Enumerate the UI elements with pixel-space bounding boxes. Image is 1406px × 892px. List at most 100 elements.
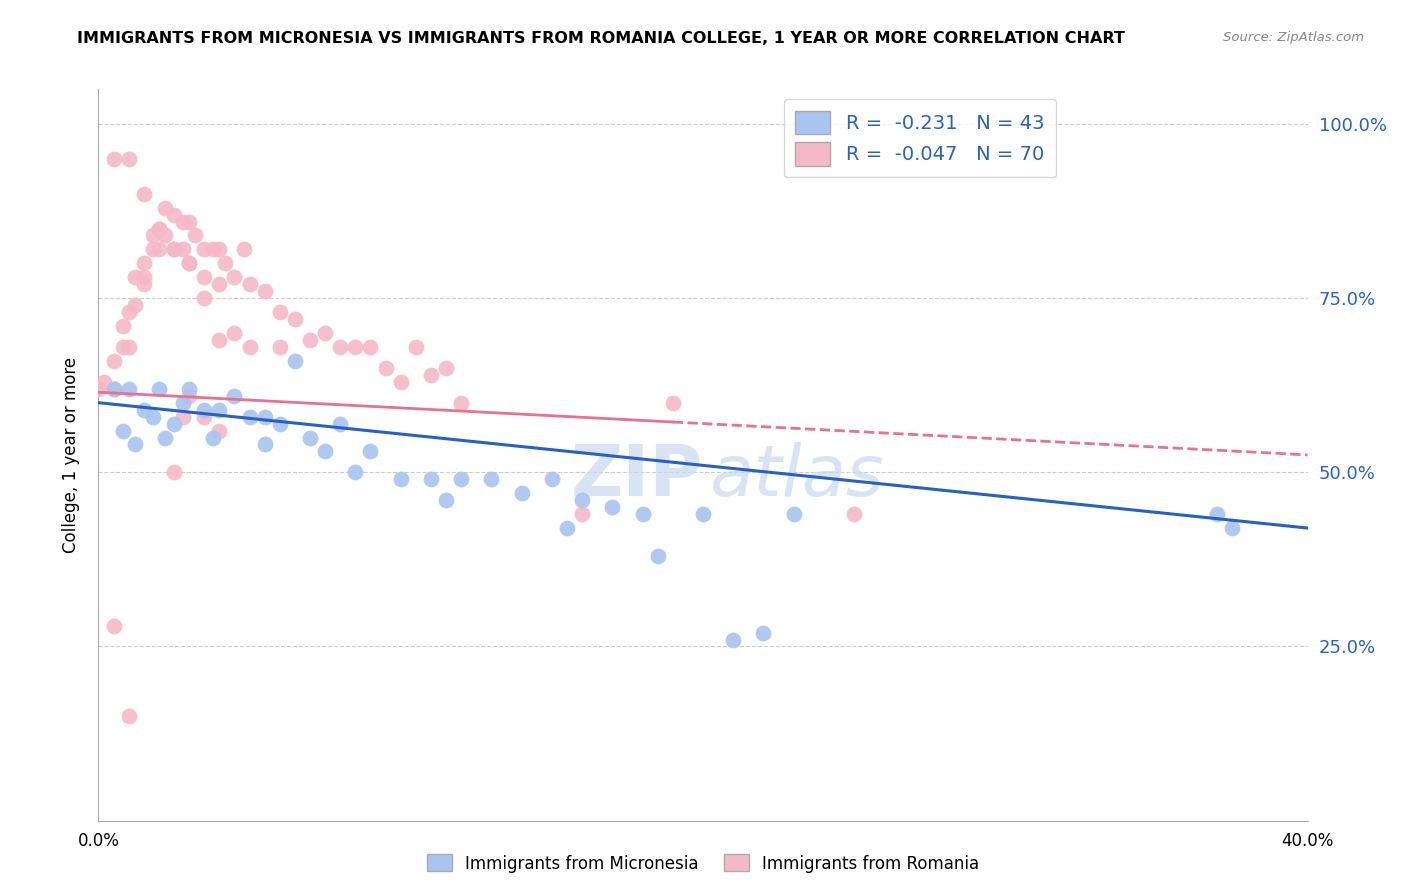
Point bbox=[540, 472, 562, 486]
Point bbox=[148, 382, 170, 396]
Point bbox=[481, 472, 503, 486]
Point bbox=[344, 466, 367, 480]
Point bbox=[103, 152, 125, 166]
Point bbox=[374, 360, 396, 375]
Text: IMMIGRANTS FROM MICRONESIA VS IMMIGRANTS FROM ROMANIA COLLEGE, 1 YEAR OR MORE CO: IMMIGRANTS FROM MICRONESIA VS IMMIGRANTS… bbox=[77, 31, 1125, 46]
Point bbox=[111, 319, 134, 334]
Point bbox=[284, 354, 307, 368]
Point bbox=[142, 243, 165, 257]
Point bbox=[103, 382, 125, 396]
Point bbox=[193, 409, 215, 424]
Point bbox=[344, 340, 367, 354]
Point bbox=[172, 243, 194, 257]
Point bbox=[752, 625, 775, 640]
Point bbox=[163, 243, 186, 257]
Point bbox=[692, 507, 714, 521]
Point bbox=[420, 368, 443, 382]
Point bbox=[179, 214, 201, 228]
Point bbox=[208, 333, 231, 347]
Point bbox=[269, 417, 291, 431]
Point bbox=[202, 430, 225, 444]
Point bbox=[132, 186, 155, 201]
Point bbox=[179, 256, 201, 270]
Point bbox=[844, 507, 866, 521]
Point bbox=[124, 298, 146, 312]
Point bbox=[148, 243, 170, 257]
Point bbox=[360, 444, 382, 458]
Point bbox=[284, 312, 307, 326]
Legend: Immigrants from Micronesia, Immigrants from Romania: Immigrants from Micronesia, Immigrants f… bbox=[420, 847, 986, 880]
Point bbox=[224, 326, 246, 340]
Point bbox=[132, 277, 155, 292]
Point bbox=[163, 243, 186, 257]
Point bbox=[103, 354, 125, 368]
Point bbox=[647, 549, 669, 563]
Point bbox=[118, 382, 141, 396]
Point bbox=[314, 326, 336, 340]
Point bbox=[87, 382, 110, 396]
Point bbox=[193, 291, 215, 305]
Y-axis label: College, 1 year or more: College, 1 year or more bbox=[62, 357, 80, 553]
Point bbox=[405, 340, 427, 354]
Point bbox=[299, 333, 322, 347]
Point bbox=[299, 430, 322, 444]
Point bbox=[132, 402, 155, 417]
Point bbox=[208, 402, 231, 417]
Point bbox=[132, 270, 155, 285]
Point bbox=[602, 500, 624, 515]
Point bbox=[239, 409, 262, 424]
Point bbox=[510, 486, 533, 500]
Point bbox=[111, 424, 134, 438]
Point bbox=[450, 472, 472, 486]
Point bbox=[224, 389, 246, 403]
Point bbox=[555, 521, 578, 535]
Point bbox=[253, 409, 276, 424]
Point bbox=[631, 507, 654, 521]
Point bbox=[93, 375, 115, 389]
Point bbox=[253, 437, 276, 451]
Point bbox=[142, 228, 165, 243]
Point bbox=[148, 221, 170, 235]
Point bbox=[571, 493, 593, 508]
Point bbox=[269, 340, 291, 354]
Point bbox=[148, 221, 170, 235]
Text: ZIP: ZIP bbox=[571, 442, 703, 511]
Point bbox=[132, 256, 155, 270]
Text: Source: ZipAtlas.com: Source: ZipAtlas.com bbox=[1223, 31, 1364, 45]
Point bbox=[723, 632, 745, 647]
Point bbox=[118, 305, 141, 319]
Point bbox=[179, 389, 201, 403]
Point bbox=[420, 472, 443, 486]
Point bbox=[163, 417, 186, 431]
Point bbox=[661, 395, 683, 409]
Point bbox=[179, 382, 201, 396]
Legend: R =  -0.231   N = 43, R =  -0.047   N = 70: R = -0.231 N = 43, R = -0.047 N = 70 bbox=[783, 99, 1056, 178]
Point bbox=[1220, 521, 1243, 535]
Point bbox=[118, 152, 141, 166]
Point bbox=[193, 402, 215, 417]
Point bbox=[208, 243, 231, 257]
Point bbox=[193, 270, 215, 285]
Point bbox=[184, 228, 207, 243]
Point bbox=[179, 256, 201, 270]
Point bbox=[124, 437, 146, 451]
Point bbox=[571, 507, 593, 521]
Point bbox=[103, 618, 125, 632]
Point bbox=[172, 214, 194, 228]
Point bbox=[389, 472, 412, 486]
Text: atlas: atlas bbox=[709, 442, 883, 511]
Point bbox=[329, 417, 352, 431]
Point bbox=[208, 277, 231, 292]
Point bbox=[239, 277, 262, 292]
Point bbox=[193, 243, 215, 257]
Point bbox=[172, 409, 194, 424]
Point bbox=[232, 243, 254, 257]
Point bbox=[172, 395, 194, 409]
Point bbox=[208, 424, 231, 438]
Point bbox=[214, 256, 236, 270]
Point bbox=[153, 228, 176, 243]
Point bbox=[103, 382, 125, 396]
Point bbox=[269, 305, 291, 319]
Point bbox=[360, 340, 382, 354]
Point bbox=[314, 444, 336, 458]
